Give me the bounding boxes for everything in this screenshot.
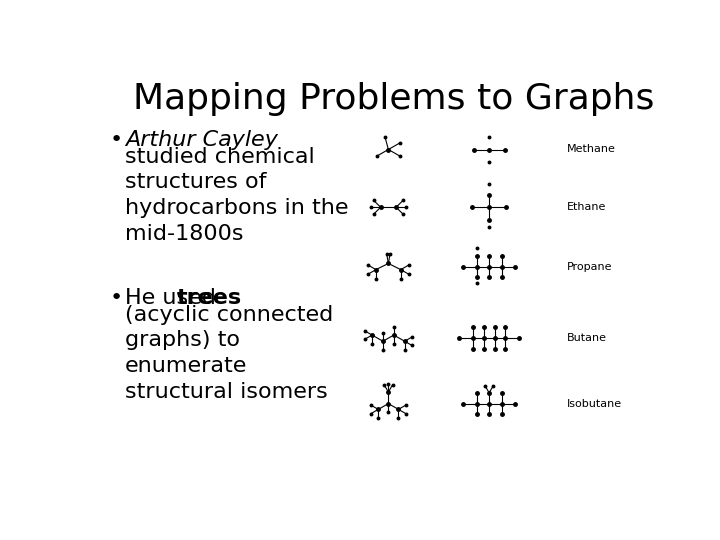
Text: Isobutane: Isobutane	[567, 399, 622, 409]
Text: Ethane: Ethane	[567, 202, 606, 212]
Text: •: •	[109, 288, 122, 308]
Text: He used: He used	[125, 288, 223, 308]
Text: Butane: Butane	[567, 333, 607, 343]
Text: Methane: Methane	[567, 145, 616, 154]
Text: Propane: Propane	[567, 261, 612, 272]
Text: Mapping Problems to Graphs: Mapping Problems to Graphs	[132, 82, 654, 116]
Text: studied chemical
structures of
hydrocarbons in the
mid-1800s: studied chemical structures of hydrocarb…	[125, 147, 348, 244]
Text: Arthur Cayley: Arthur Cayley	[125, 130, 278, 150]
Text: •: •	[109, 130, 122, 150]
Text: trees: trees	[176, 288, 242, 308]
Text: (acyclic connected
graphs) to
enumerate
structural isomers: (acyclic connected graphs) to enumerate …	[125, 305, 333, 402]
